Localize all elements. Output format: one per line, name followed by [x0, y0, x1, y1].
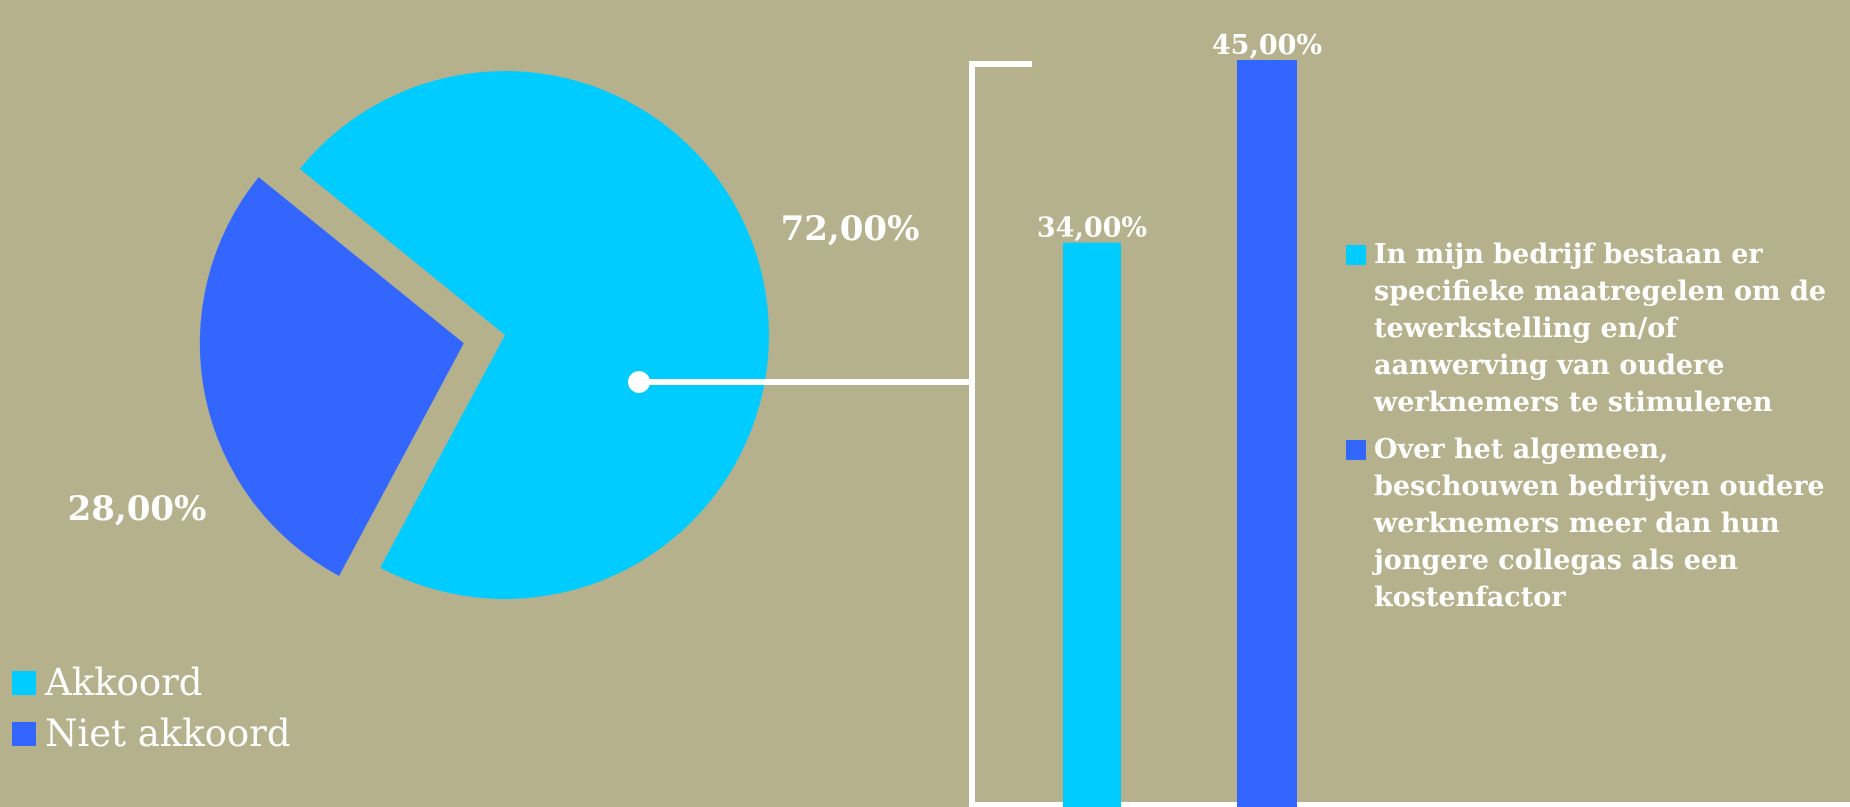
- legend-label-maatregelen: In mijn bedrijf bestaan er specifieke ma…: [1374, 239, 1827, 418]
- pie-legend-item-akkoord: Akkoord: [12, 657, 291, 708]
- bar-kostenfactor: [1237, 60, 1297, 807]
- legend-swatch-kostenfactor: [1346, 440, 1366, 460]
- bar-label-kostenfactor: 45,00%: [1212, 30, 1322, 61]
- pie-legend-item-niet-akkoord: Niet akkoord: [12, 708, 291, 759]
- bar-legend-item-kostenfactor: Over het algemeen, beschouwen bedrijven …: [1346, 431, 1846, 616]
- legend-label-kostenfactor: Over het algemeen, beschouwen bedrijven …: [1374, 434, 1825, 613]
- legend-swatch-niet-akkoord: [12, 721, 36, 746]
- connector-dot: [628, 371, 650, 393]
- connector: [628, 61, 1850, 807]
- bar-maatregelen: [1063, 242, 1121, 807]
- legend-swatch-akkoord: [12, 670, 36, 695]
- pie-legend: Akkoord Niet akkoord: [12, 657, 291, 759]
- bar-chart-bracket: [969, 61, 1850, 807]
- pie-label-akkoord: 72,00%: [781, 209, 920, 249]
- legend-label-akkoord: Akkoord: [45, 661, 203, 704]
- bar-legend-item-maatregelen: In mijn bedrijf bestaan er specifieke ma…: [1346, 236, 1846, 421]
- legend-label-niet-akkoord: Niet akkoord: [45, 712, 291, 755]
- legend-swatch-maatregelen: [1346, 245, 1366, 265]
- pie-chart: 72,00% 28,00%: [68, 71, 920, 600]
- pie-label-niet-akkoord: 28,00%: [68, 489, 207, 529]
- bar-legend: In mijn bedrijf bestaan er specifieke ma…: [1346, 236, 1846, 626]
- bar-label-maatregelen: 34,00%: [1037, 213, 1147, 244]
- pie-slice-niet-akkoord: [199, 177, 464, 576]
- bar-chart: 34,00% 45,00%: [1037, 30, 1322, 807]
- pie-slice-akkoord: [299, 71, 769, 600]
